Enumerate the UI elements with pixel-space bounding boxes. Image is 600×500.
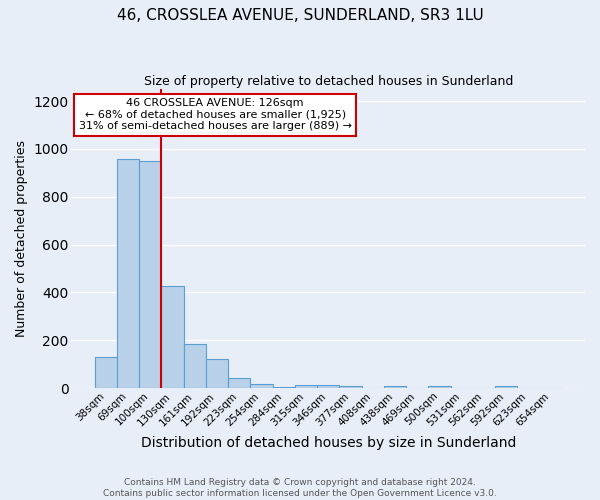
Text: 46, CROSSLEA AVENUE, SUNDERLAND, SR3 1LU: 46, CROSSLEA AVENUE, SUNDERLAND, SR3 1LU [116,8,484,22]
Bar [317,385,340,388]
Bar [95,358,117,388]
Bar [384,386,406,388]
Bar [272,387,295,388]
Bar [184,344,206,388]
Title: Size of property relative to detached houses in Sunderland: Size of property relative to detached ho… [143,75,513,88]
Text: 46 CROSSLEA AVENUE: 126sqm
← 68% of detached houses are smaller (1,925)
31% of s: 46 CROSSLEA AVENUE: 126sqm ← 68% of deta… [79,98,352,132]
Bar [228,378,250,388]
Bar [139,161,161,388]
Text: Contains HM Land Registry data © Crown copyright and database right 2024.
Contai: Contains HM Land Registry data © Crown c… [103,478,497,498]
X-axis label: Distribution of detached houses by size in Sunderland: Distribution of detached houses by size … [140,436,516,450]
Bar [428,386,451,388]
Bar [340,386,362,388]
Y-axis label: Number of detached properties: Number of detached properties [15,140,28,337]
Bar [295,385,317,388]
Bar [117,159,139,388]
Bar [161,286,184,388]
Bar [206,358,228,388]
Bar [495,386,517,388]
Bar [250,384,272,388]
